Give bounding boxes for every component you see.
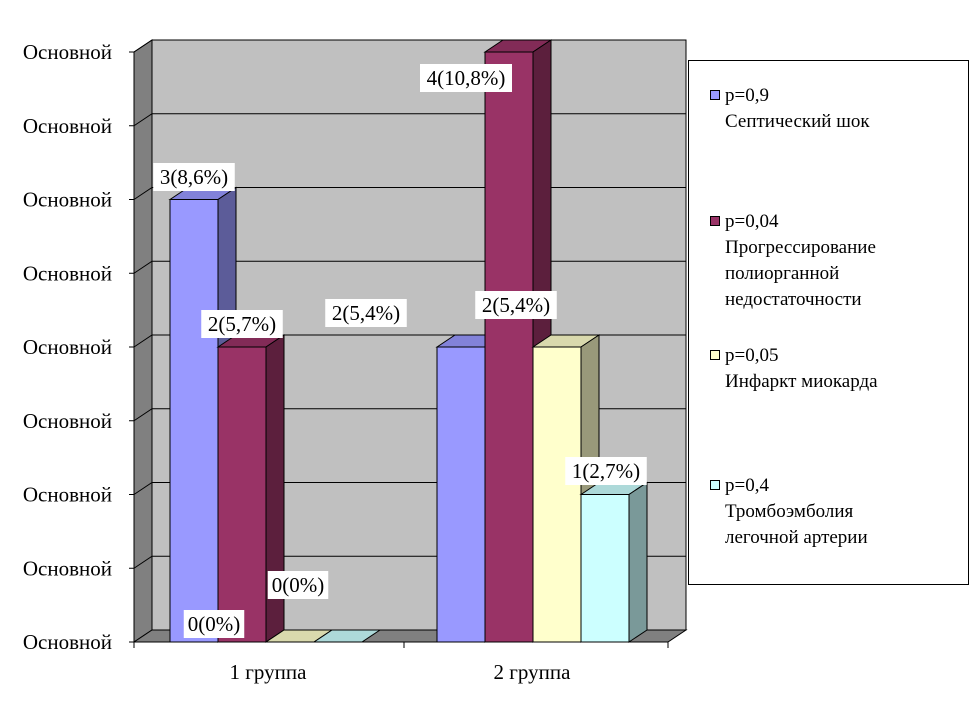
bar <box>579 481 649 643</box>
legend-swatch <box>710 480 720 490</box>
data-label: 2(5,7%) <box>201 310 283 338</box>
y-tick-label: Основной <box>23 630 112 654</box>
bar-front <box>169 199 219 643</box>
data-label-text: 3(8,6%) <box>160 165 228 189</box>
data-label: 2(5,4%) <box>475 291 557 319</box>
y-tick-label: Основной <box>23 188 112 212</box>
data-label-box <box>475 291 557 319</box>
legend-swatch <box>710 216 720 226</box>
legend-label: Септический шок <box>725 111 870 132</box>
data-label-box <box>201 310 283 338</box>
data-label-text: 0(0%) <box>272 573 324 597</box>
legend-label: р=0,4 <box>725 475 769 496</box>
legend-label: Инфаркт миокарда <box>725 371 878 392</box>
data-label-text: 4(10,8%) <box>427 66 506 90</box>
data-label-box <box>420 64 512 92</box>
data-label-box <box>325 299 407 327</box>
data-label: 3(8,6%) <box>153 163 235 191</box>
y-tick-label: Основной <box>23 483 112 507</box>
y-tick-label: Основной <box>23 40 112 64</box>
legend-label: недостаточности <box>725 289 862 310</box>
data-label: 0(0%) <box>183 610 245 638</box>
axes <box>129 51 669 648</box>
legend-label: Тромбоэмболия <box>725 501 854 522</box>
data-label-box <box>183 610 245 638</box>
bar <box>216 334 286 643</box>
data-label-box <box>565 457 647 485</box>
y-tick-label: Основной <box>23 114 112 138</box>
legend-label: р=0,04 <box>725 211 779 232</box>
data-label-text: 2(5,4%) <box>332 301 400 325</box>
bar-side <box>628 481 648 643</box>
bar-front <box>484 51 534 643</box>
data-label: 0(0%) <box>267 571 329 599</box>
data-label-box <box>267 571 329 599</box>
y-tick-label: Основной <box>23 556 112 580</box>
data-label: 2(5,4%) <box>325 299 407 327</box>
legend-label: Прогрессирование <box>725 237 876 258</box>
legend-label: легочной артерии <box>725 527 868 548</box>
data-label-text: 2(5,4%) <box>482 293 550 317</box>
legend-label: р=0,9 <box>725 85 769 106</box>
data-label-text: 0(0%) <box>188 612 240 636</box>
data-label: 1(2,7%) <box>565 457 647 485</box>
bar-front <box>580 494 630 643</box>
legend-entry-septic-shock: р=0,9 Септический шок <box>710 83 870 135</box>
data-label-text: 1(2,7%) <box>572 459 640 483</box>
x-tick-label: 1 группа <box>230 660 308 684</box>
data-label-box <box>153 163 235 191</box>
y-tick-label: Основной <box>23 261 112 285</box>
data-labels: 3(8,6%) 2(5,4%) 2(5,7%) 4(10,8%) 0(0%) 2(5,4%… <box>153 64 647 638</box>
bar-front <box>436 346 486 643</box>
legend: р=0,9 Септический шок р=0,04 Прогрессиро… <box>688 60 969 585</box>
data-label-text: 2(5,7%) <box>208 312 276 336</box>
legend-label: р=0,05 <box>725 345 779 366</box>
x-tick-label: 2 группа <box>494 660 572 684</box>
bars <box>168 39 649 643</box>
legend-entry-organ-failure: р=0,04 Прогрессирование полиорганной нед… <box>710 209 876 313</box>
legend-swatch <box>710 350 720 360</box>
legend-swatch <box>710 90 720 100</box>
legend-entry-pulmonary-embolism: р=0,4 Тромбоэмболия легочной артерии <box>710 473 868 551</box>
x-tick-labels: 1 группа 2 группа <box>230 660 572 684</box>
y-tick-labels: Основной Основной Основной Основной Основной… <box>23 40 112 654</box>
y-tick-label: Основной <box>23 409 112 433</box>
y-tick-label: Основной <box>23 335 112 359</box>
bar-front <box>217 346 267 643</box>
bar-front <box>532 346 582 643</box>
data-label: 4(10,8%) <box>420 64 512 92</box>
legend-entry-myocardial-infarction: р=0,05 Инфаркт миокарда <box>710 343 878 395</box>
legend-label: полиорганной <box>725 263 840 284</box>
